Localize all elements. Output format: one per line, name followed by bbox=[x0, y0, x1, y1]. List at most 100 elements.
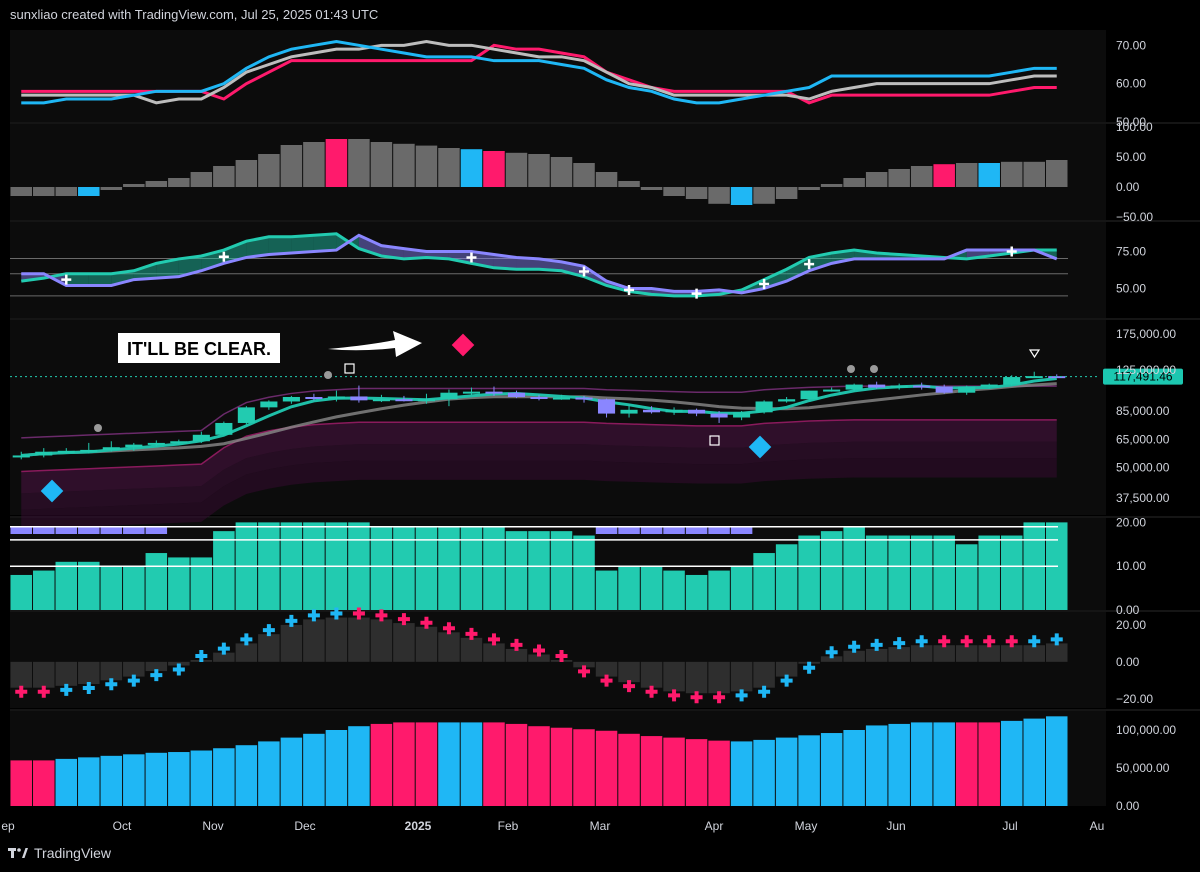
volume-bar bbox=[910, 722, 933, 806]
y-axis-tick-label: 20.00 bbox=[1116, 515, 1146, 529]
strength-bar bbox=[978, 535, 1000, 610]
signal-dot bbox=[324, 371, 332, 379]
strength-bar bbox=[933, 535, 955, 610]
oscillator-bar bbox=[33, 661, 55, 688]
rsi-line-cyan bbox=[21, 39, 1057, 105]
volume-bar bbox=[573, 729, 595, 806]
momentum-bar bbox=[618, 181, 640, 187]
oscillator-cross-marker bbox=[262, 624, 275, 637]
momentum-bar bbox=[303, 142, 325, 187]
oscillator-bar bbox=[393, 623, 415, 662]
strength-bar bbox=[595, 570, 618, 610]
momentum-bar bbox=[415, 145, 438, 187]
strength-bar bbox=[663, 570, 685, 610]
volume-bar bbox=[550, 727, 573, 806]
y-axis-tick-label: 0.00 bbox=[1116, 799, 1140, 813]
strength-upper-bar bbox=[640, 526, 663, 534]
oscillator-bar bbox=[1000, 645, 1023, 662]
volume-bar bbox=[348, 726, 370, 806]
volume-bar bbox=[145, 752, 168, 806]
oscillator-bar bbox=[730, 661, 753, 692]
strength-bar bbox=[78, 561, 100, 610]
strength-bar bbox=[640, 566, 663, 610]
candle-body bbox=[125, 444, 143, 448]
oscillator-cross-marker bbox=[172, 663, 185, 676]
x-axis-tick-label: Dec bbox=[294, 819, 315, 833]
strength-bar bbox=[820, 531, 843, 610]
oscillator-cross-marker bbox=[690, 691, 703, 704]
strength-bar bbox=[460, 526, 483, 610]
strength-upper-bar bbox=[663, 526, 685, 534]
candle-body bbox=[462, 391, 481, 394]
oscillator-cross-marker bbox=[938, 635, 951, 648]
momentum-bar bbox=[123, 184, 145, 187]
strength-bar bbox=[888, 535, 910, 610]
momentum-bar bbox=[753, 187, 775, 204]
strength-bar bbox=[618, 566, 640, 610]
oscillator-bar bbox=[955, 645, 978, 662]
volume-bar bbox=[843, 730, 865, 806]
x-axis-tick-label: Apr bbox=[705, 819, 724, 833]
volume-bar bbox=[100, 755, 123, 806]
volume-bar bbox=[640, 736, 663, 806]
volume-bar bbox=[820, 733, 843, 806]
oscillator-bar bbox=[303, 619, 325, 662]
momentum-bar bbox=[573, 163, 595, 187]
oscillator-cross-marker bbox=[150, 669, 163, 682]
strength-upper-bar bbox=[708, 526, 730, 534]
y-axis-tick-label: 75.00 bbox=[1116, 245, 1146, 259]
volume-bar bbox=[978, 722, 1000, 806]
oscillator-bar bbox=[865, 648, 888, 662]
oscillator-bar bbox=[325, 617, 348, 662]
volume-bar bbox=[123, 754, 145, 806]
momentum-bar bbox=[1000, 161, 1023, 187]
volume-bar bbox=[10, 760, 33, 806]
oscillator-cross-marker bbox=[870, 638, 883, 651]
oscillator-bar bbox=[370, 619, 393, 662]
strength-upper-bar bbox=[595, 526, 618, 534]
volume-bar bbox=[505, 723, 528, 806]
momentum-bar bbox=[235, 160, 258, 187]
volume-bar bbox=[528, 726, 550, 806]
candle-body bbox=[80, 449, 98, 452]
stoch-cloud-fill bbox=[291, 235, 314, 254]
candle-body bbox=[575, 397, 593, 400]
down-triangle-marker bbox=[1028, 349, 1041, 359]
oscillator-cross-marker bbox=[780, 674, 793, 687]
momentum-bar bbox=[1045, 160, 1068, 187]
x-axis-tick-label: Feb bbox=[498, 819, 519, 833]
candle-body bbox=[980, 384, 998, 387]
volume-bar bbox=[78, 757, 100, 806]
oscillator-bar bbox=[55, 661, 78, 686]
brand-name: TradingView bbox=[34, 845, 112, 861]
candle-body bbox=[642, 409, 661, 413]
candle-body bbox=[823, 389, 841, 392]
momentum-bar bbox=[168, 178, 190, 187]
oscillator-cross-marker bbox=[420, 616, 433, 629]
last-price-tag-label: 117,491.46 bbox=[1113, 370, 1172, 384]
x-axis-tick-label: ep bbox=[1, 819, 15, 833]
tradingview-branding[interactable]: TradingView bbox=[8, 845, 111, 861]
strength-upper-bar bbox=[145, 526, 168, 534]
sell-diamond-marker bbox=[451, 333, 475, 357]
x-axis-tick-label: 2025 bbox=[405, 819, 432, 833]
candle-body bbox=[665, 409, 683, 413]
candle-body bbox=[237, 407, 255, 423]
volume-bar bbox=[775, 737, 798, 806]
stoch-line-purple bbox=[21, 233, 1058, 295]
volume-bar bbox=[730, 741, 753, 806]
volume-bar bbox=[393, 722, 415, 806]
volume-bar bbox=[168, 752, 190, 806]
strength-bar bbox=[33, 570, 55, 610]
strength-upper-bar bbox=[10, 526, 33, 534]
stoch-cloud-fill bbox=[358, 235, 382, 256]
oscillator-cross-marker bbox=[893, 637, 906, 650]
strength-bar bbox=[730, 566, 753, 610]
oscillator-cross-marker bbox=[37, 685, 50, 698]
oscillator-cross-marker bbox=[60, 683, 73, 696]
momentum-bar bbox=[933, 164, 955, 187]
momentum-bar bbox=[730, 187, 753, 205]
oscillator-cross-marker bbox=[195, 650, 208, 662]
oscillator-bar bbox=[213, 652, 235, 662]
